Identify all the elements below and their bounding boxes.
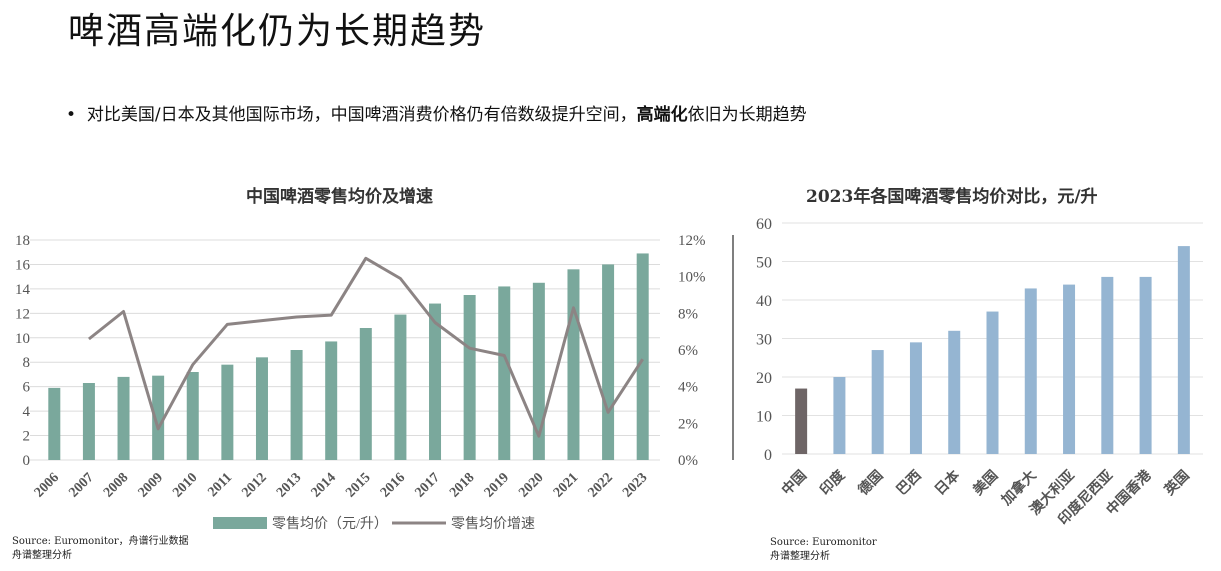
x-tick-label: 2016 [378,470,408,500]
right-chart-title: 2023年各国啤酒零售均价对比，元/升 [806,187,1098,207]
x-tick-label: 2012 [239,470,269,500]
bar-2007 [82,383,95,460]
bar-2021 [567,269,580,460]
y-tick-label: 16 [15,257,31,273]
x-tick-label: 2014 [309,470,339,500]
y-tick-label: 50 [756,255,772,272]
y-tick-label: 12 [15,306,30,322]
bar-2015 [359,328,372,460]
bullet-tail: 依旧为长期趋势 [687,105,807,125]
x-tick-label: 2015 [343,470,373,500]
y-tick-label: 60 [756,216,772,233]
x-tick-label: 2013 [274,470,304,500]
bar-2016 [394,314,407,460]
x-tick-label: 2017 [412,470,442,500]
x-tick-label: 中国 [778,467,810,499]
bar-2013 [290,350,303,460]
bullet-point: • 对比美国/日本及其他国际市场，中国啤酒消费价格仍有倍数级提升空间，高端化依旧… [66,100,807,125]
y2-tick-label: 10% [678,270,706,286]
y-tick-label: 4 [23,404,31,420]
bullet-dot: • [66,105,77,125]
x-tick-label: 2006 [32,470,62,500]
bullet-bold: 高端化 [636,105,688,125]
legend-label-line: 零售均价增速 [451,516,535,532]
bar-中国 [795,388,808,454]
bar-2022 [602,264,615,460]
y-tick-label: 40 [756,293,772,310]
bar-德国 [871,350,884,454]
page-title: 啤酒高端化仍为长期趋势 [68,11,487,52]
bar-2010 [186,372,199,460]
bullet-text: 对比美国/日本及其他国际市场，中国啤酒消费价格仍有倍数级提升空间， [86,105,637,125]
y2-tick-label: 2% [678,416,698,432]
bar-2023 [636,253,649,460]
y-tick-label: 6 [23,380,31,396]
source-line: 舟谱整理分析 [12,550,72,561]
x-tick-label: 2019 [482,470,512,500]
bar-英国 [1177,246,1190,454]
y2-tick-label: 4% [678,380,698,396]
bar-美国 [986,311,999,454]
bar-2017 [429,303,442,460]
x-tick-label: 2022 [586,470,616,500]
y-tick-label: 0 [23,453,31,469]
bar-2019 [498,286,511,460]
y-tick-label: 14 [15,282,31,298]
y-tick-label: 20 [756,370,772,387]
source-line: Source: Euromonitor [770,537,877,548]
bar-2006 [48,387,61,460]
y-tick-label: 2 [23,429,31,445]
left-chart-title: 中国啤酒零售均价及增速 [246,187,433,207]
bar-2008 [117,376,130,460]
bar-中国香港 [1139,276,1152,454]
y-tick-label: 18 [15,233,30,249]
bar-澳大利亚 [1063,284,1076,454]
y2-tick-label: 6% [678,343,698,359]
legend-label-bar: 零售均价（元/升） [272,516,388,532]
bar-2011 [221,364,234,460]
y-tick-label: 8 [23,355,31,371]
y-tick-label: 10 [15,331,30,347]
x-tick-label: 2008 [101,470,131,500]
x-tick-label: 2021 [551,470,581,500]
bar-2020 [532,282,545,460]
x-tick-label: 日本 [931,466,964,499]
bar-2018 [463,295,476,460]
source-line: 舟谱整理分析 [770,551,830,562]
y-tick-label: 0 [764,447,772,464]
bar-印度 [833,377,846,454]
x-tick-label: 2011 [205,470,235,500]
x-tick-label: 2009 [136,470,166,500]
x-tick-label: 德国 [855,467,887,499]
x-tick-label: 2007 [66,470,96,500]
x-tick-label: 2010 [170,470,200,500]
x-tick-label: 美国 [970,467,1002,499]
bar-印度尼西亚 [1101,276,1114,454]
x-tick-label: 2023 [620,470,650,500]
bar-2014 [325,341,338,460]
x-tick-label: 印度 [816,466,849,499]
bar-2012 [255,357,268,460]
x-tick-label: 2020 [516,470,546,500]
bar-日本 [948,330,961,454]
bar-加拿大 [1024,288,1037,454]
source-line: Source: Euromonitor，舟谱行业数据 [12,536,189,547]
x-tick-label: 英国 [1160,467,1193,500]
left-source: Source: Euromonitor，舟谱行业数据 舟谱整理分析 [12,535,189,563]
y2-tick-label: 0% [678,453,698,469]
legend-swatch-bar [213,517,267,529]
x-tick-label: 巴西 [894,468,925,499]
x-tick-label: 2018 [447,470,477,500]
right-source: Source: Euromonitor 舟谱整理分析 [770,536,877,564]
bar-巴西 [909,342,922,454]
y-tick-label: 30 [756,332,772,349]
y2-tick-label: 12% [678,233,706,249]
y2-tick-label: 8% [678,306,698,322]
bar-2009 [152,375,165,460]
y-tick-label: 10 [756,409,772,426]
